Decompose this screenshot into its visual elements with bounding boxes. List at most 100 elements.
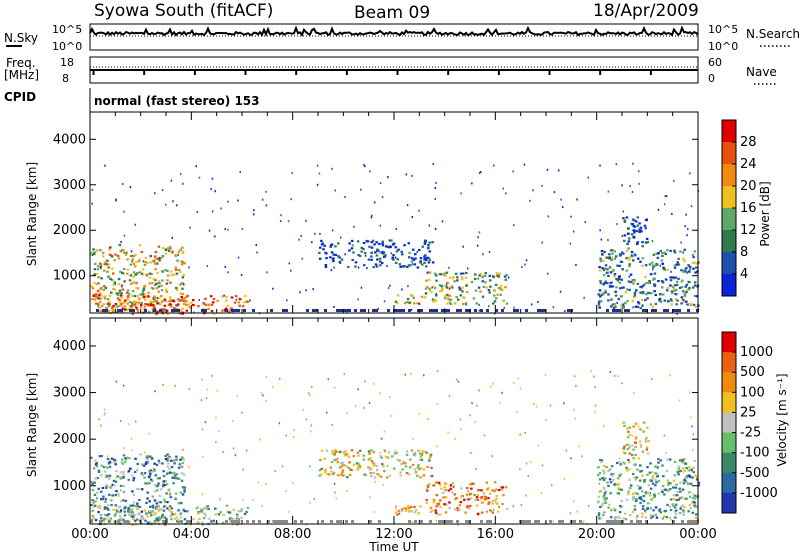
noise-cell [549,404,552,407]
echo-cell [333,458,336,461]
echo-cell [633,476,636,479]
echo-cell [654,484,657,487]
echo-cell [644,275,647,278]
echo-cell [622,451,626,454]
echo-cell [93,282,96,285]
noise-cell [257,481,260,484]
echo-cell [474,498,477,501]
ground-scatter-cell [615,309,618,312]
echo-cell [661,485,665,488]
echo-cell [136,462,139,466]
echo-cell [642,430,645,433]
noise-cell [162,384,164,386]
noise-cell [689,416,692,419]
echo-cell [132,477,136,480]
echo-cell [148,272,152,275]
noise-cell [234,454,237,457]
echo-cell [678,286,682,289]
echo-cell [161,279,164,282]
echo-cell [118,476,122,479]
echo-cell [493,481,497,484]
noise-cell [583,296,585,299]
echo-cell [685,291,688,294]
echo-cell [450,491,454,494]
echo-cell [416,450,420,453]
noise-cell [334,491,336,494]
echo-cell [617,492,621,495]
echo-cell [495,497,498,501]
noise-cell [670,518,672,521]
echo-cell [181,461,185,465]
echo-cell [429,453,433,456]
echo-cell [496,293,499,296]
echo-cell [116,294,120,297]
echo-cell [369,457,372,460]
noise-cell [423,374,425,377]
echo-cell [156,517,160,520]
echo-cell [167,488,171,491]
echo-cell [162,485,165,488]
noise-cell [165,481,167,484]
noise-cell [418,209,420,212]
echo-cell [492,276,495,279]
echo-cell [156,484,160,487]
echo-cell [147,310,151,313]
echo-cell [428,289,432,292]
echo-cell [145,274,149,277]
echo-cell [627,247,630,250]
noise-cell [258,438,261,441]
noise-cell [406,450,408,453]
echo-cell [632,472,635,476]
echo-cell [606,268,609,271]
noise-cell [305,523,308,526]
echo-cell [106,458,110,461]
echo-cell [331,450,334,453]
noise-cell [340,462,342,465]
echo-cell [332,253,335,256]
echo-cell [381,244,385,247]
echo-cell [141,463,144,466]
echo-cell [135,282,138,285]
echo-cell [388,239,392,242]
echo-cell [447,489,451,492]
echo-cell [408,458,412,461]
ground-scatter-cell [360,309,363,312]
echo-cell [100,517,103,520]
echo-cell [214,513,217,516]
echo-cell [659,511,663,514]
echo-cell [92,248,95,251]
echo-cell [640,298,644,302]
echo-cell [365,239,368,243]
echo-cell [494,283,498,286]
ground-scatter-cell [663,309,666,312]
colorbar-tick-label: 500 [740,365,765,380]
echo-cell [406,297,410,301]
noise-cell [201,428,204,431]
echo-cell [126,258,129,261]
noise-cell [411,263,414,266]
echo-cell [134,265,137,268]
noise-cell [519,468,521,471]
noise-cell [598,482,601,485]
noise-cell [154,192,156,195]
echo-cell [639,291,642,294]
noise-cell [537,301,539,303]
noise-cell [202,523,204,526]
echo-cell [638,487,641,490]
ground-scatter-cell [549,520,552,523]
echo-cell [394,511,398,514]
colorbar-tick-label: -25 [740,426,761,441]
echo-cell [105,306,108,310]
noise-cell [288,262,290,265]
echo-cell [654,513,658,516]
echo-cell [166,453,169,456]
noise-cell [525,259,528,262]
echo-cell [148,470,151,473]
echo-cell [97,469,101,472]
echo-cell [129,504,132,507]
ground-scatter-cell [339,309,342,312]
echo-cell [348,473,352,477]
echo-cell [462,296,465,299]
echo-cell [98,455,102,458]
